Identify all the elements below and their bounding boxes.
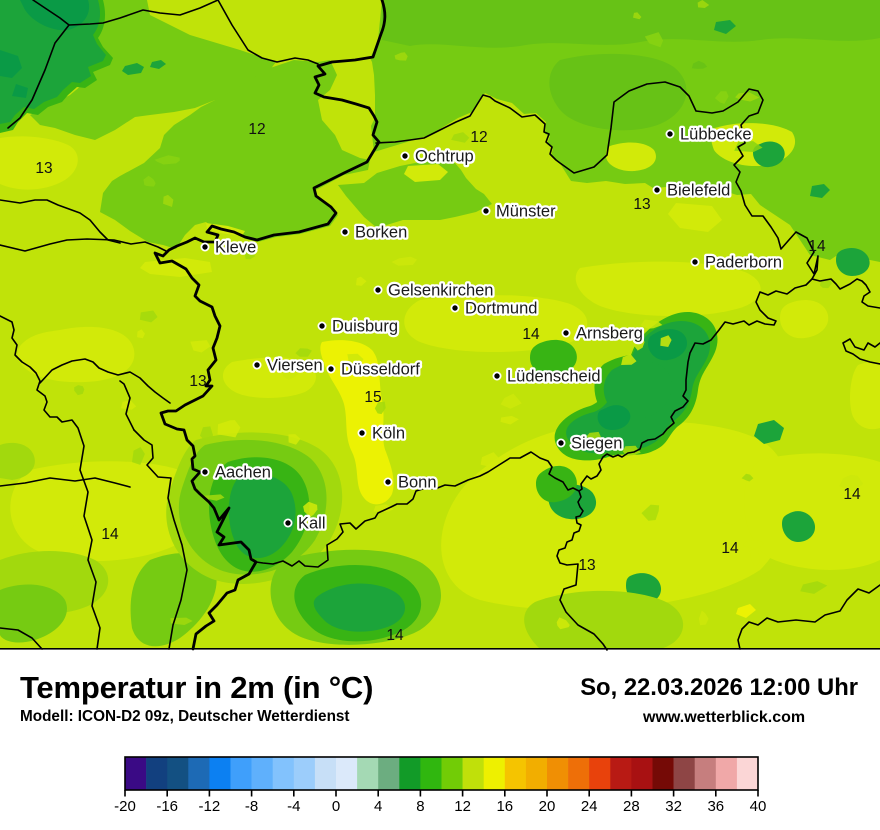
svg-text:13: 13 xyxy=(578,557,595,574)
svg-text:-8: -8 xyxy=(245,798,258,815)
svg-text:Lüdenscheid: Lüdenscheid xyxy=(507,368,601,386)
svg-text:16: 16 xyxy=(496,798,513,815)
svg-text:Bonn: Bonn xyxy=(398,474,437,492)
svg-text:8: 8 xyxy=(416,798,424,815)
svg-text:20: 20 xyxy=(539,798,556,815)
svg-text:-4: -4 xyxy=(287,798,300,815)
svg-text:Kleve: Kleve xyxy=(215,239,256,257)
svg-text:13: 13 xyxy=(35,160,52,177)
svg-text:Duisburg: Duisburg xyxy=(332,318,398,336)
svg-text:Münster: Münster xyxy=(496,203,556,221)
svg-text:14: 14 xyxy=(721,540,739,557)
svg-text:14: 14 xyxy=(808,238,826,255)
svg-text:15: 15 xyxy=(364,389,381,406)
svg-text:Bielefeld: Bielefeld xyxy=(667,182,730,200)
svg-text:Arnsberg: Arnsberg xyxy=(576,325,643,343)
svg-text:-20: -20 xyxy=(114,798,136,815)
svg-text:-16: -16 xyxy=(156,798,178,815)
svg-text:12: 12 xyxy=(248,121,265,138)
svg-text:36: 36 xyxy=(707,798,724,815)
svg-text:24: 24 xyxy=(581,798,598,815)
svg-text:14: 14 xyxy=(386,627,404,644)
svg-text:14: 14 xyxy=(843,486,861,503)
svg-text:40: 40 xyxy=(750,798,767,815)
svg-text:Kall: Kall xyxy=(298,515,326,533)
svg-text:Düsseldorf: Düsseldorf xyxy=(341,361,420,379)
svg-text:Aachen: Aachen xyxy=(215,464,271,482)
svg-text:Viersen: Viersen xyxy=(267,357,323,375)
svg-text:4: 4 xyxy=(374,798,382,815)
svg-text:Köln: Köln xyxy=(372,425,405,443)
svg-text:Ochtrup: Ochtrup xyxy=(415,148,474,166)
svg-text:Borken: Borken xyxy=(355,224,407,242)
svg-text:Gelsenkirchen: Gelsenkirchen xyxy=(388,282,493,300)
svg-text:Siegen: Siegen xyxy=(571,435,622,453)
svg-text:12: 12 xyxy=(470,129,487,146)
svg-text:14: 14 xyxy=(101,526,119,543)
svg-text:14: 14 xyxy=(522,326,540,343)
svg-text:-12: -12 xyxy=(199,798,221,815)
svg-text:0: 0 xyxy=(332,798,340,815)
svg-text:Paderborn: Paderborn xyxy=(705,254,782,272)
svg-text:Lübbecke: Lübbecke xyxy=(680,126,752,144)
svg-text:13: 13 xyxy=(189,373,206,390)
svg-text:32: 32 xyxy=(665,798,682,815)
svg-text:Dortmund: Dortmund xyxy=(465,300,537,318)
svg-text:12: 12 xyxy=(454,798,471,815)
svg-text:28: 28 xyxy=(623,798,640,815)
svg-text:13: 13 xyxy=(633,196,650,213)
